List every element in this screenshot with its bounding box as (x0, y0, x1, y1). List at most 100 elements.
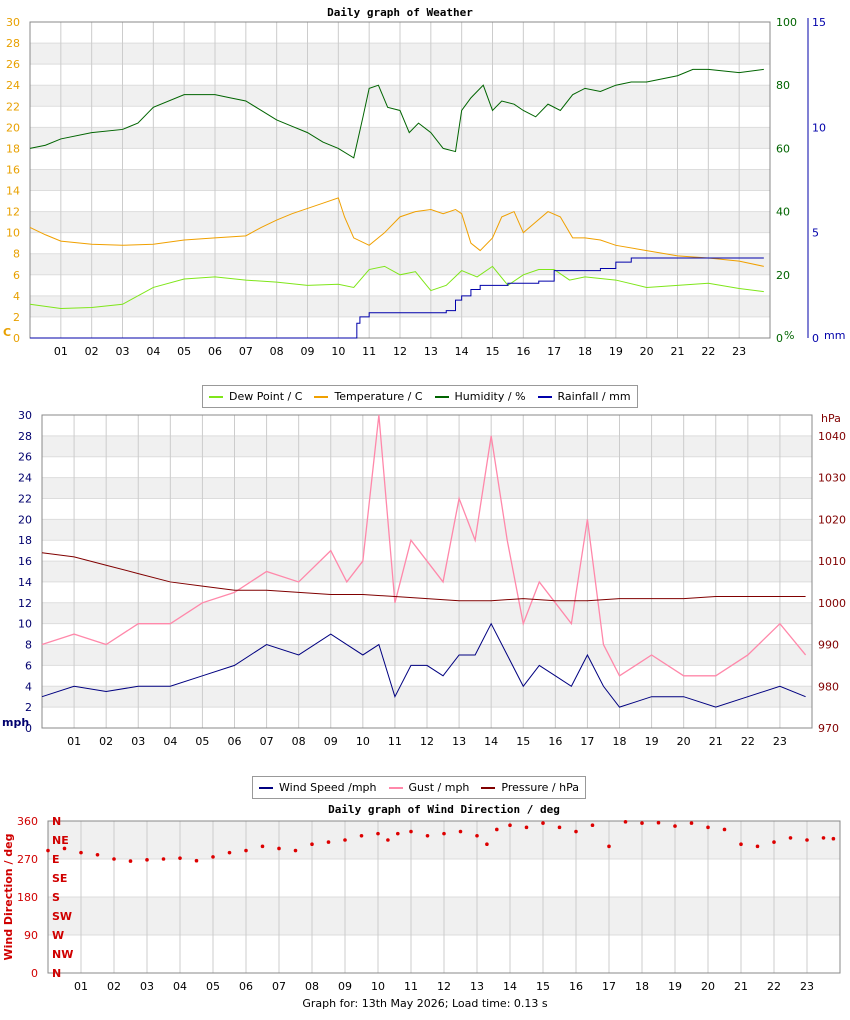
data-point (458, 829, 463, 834)
x-tick-label: 16 (548, 735, 562, 748)
legend-humidity: Humidity / % (434, 390, 526, 403)
y-tick-label-left: 2 (25, 701, 32, 714)
y-axis-label-right: % (784, 329, 794, 342)
y-tick-label-left: 180 (17, 891, 38, 904)
y-tick-label-left: 16 (6, 163, 20, 176)
y-tick-label-left: 270 (17, 853, 38, 866)
y-tick-label-left: 360 (17, 815, 38, 828)
y-tick-label-right: 1030 (818, 472, 846, 485)
x-tick-label: 10 (331, 345, 345, 358)
data-point (211, 855, 215, 859)
data-point (343, 838, 347, 842)
x-tick-label: 09 (324, 735, 338, 748)
x-tick-label: 07 (260, 735, 274, 748)
x-tick-label: 08 (292, 735, 306, 748)
y-tick-label-left: 4 (25, 680, 32, 693)
x-tick-label: 04 (173, 980, 187, 993)
data-point (79, 850, 83, 855)
data-point (640, 821, 644, 825)
x-tick-label: 16 (516, 345, 530, 358)
footer-text: Graph for: 13th May 2026; Load time: 0.1… (302, 997, 548, 1010)
x-tick-label: 21 (671, 345, 685, 358)
y-tick-label-right: 1000 (818, 597, 846, 610)
y-tick-label-right: 1010 (818, 555, 846, 568)
x-tick-label: 05 (195, 735, 209, 748)
y-tick-label-left: 18 (18, 534, 32, 547)
y-tick-label-left: 12 (18, 597, 32, 610)
series-line-humidity (29, 68, 764, 159)
y-tick-label-left: 16 (18, 555, 32, 568)
wind-chart: 01 02 03 04 05 06 07 08 09 10 11 12 13 14 15 16 17 18 19 20… (2, 409, 846, 748)
series-line-pressure-hpa (41, 552, 806, 602)
y-tick-label-left: 24 (6, 79, 20, 92)
y-tick-label-right: 5 (812, 227, 819, 240)
x-tick-label: 06 (239, 980, 253, 993)
data-point (194, 858, 199, 863)
x-tick-label: 04 (146, 345, 160, 358)
x-tick-label: 02 (99, 735, 113, 748)
y-tick-label-right: 1020 (818, 513, 846, 526)
wind-legend: Wind Speed /mph Gust / mph Pressure / hP… (252, 776, 586, 799)
y-tick-label-right: 20 (776, 269, 790, 282)
y-tick-label-right: 15 (812, 16, 826, 29)
plot-frame (47, 820, 841, 974)
x-tick-label: 20 (677, 735, 691, 748)
x-tick-label: 23 (773, 735, 787, 748)
y-tick-label-right: 0 (776, 332, 783, 345)
x-tick-label: 12 (437, 980, 451, 993)
plot-frame (29, 21, 771, 339)
y-tick-label-left: 10 (6, 227, 20, 240)
x-tick-label: 13 (470, 980, 484, 993)
data-point (706, 825, 710, 830)
series-line-rainfall-mm (30, 257, 764, 339)
y-tick-label-left: 26 (6, 58, 20, 71)
x-tick-label: 18 (635, 980, 649, 993)
series-line-wind-speed-mph (41, 622, 806, 708)
x-tick-label: 06 (228, 735, 242, 748)
legend-pressure: Pressure / hPa (481, 781, 579, 794)
data-point (310, 842, 314, 847)
data-point (656, 820, 661, 825)
x-tick-label: 20 (701, 980, 715, 993)
y-tick-label-right: 80 (776, 79, 790, 92)
y-tick-label-left: 22 (6, 100, 20, 113)
x-tick-label: 11 (404, 980, 418, 993)
legend-gust: Gust / mph (388, 781, 469, 794)
x-tick-label: 18 (613, 735, 627, 748)
y-axis-label-left: C (3, 326, 11, 339)
series-line-gust-mph (41, 414, 807, 677)
data-point (831, 836, 836, 841)
data-point (359, 833, 364, 838)
y-tick-label-right: 980 (818, 680, 839, 693)
data-point (495, 827, 499, 832)
data-point (95, 852, 100, 857)
y-tick-label-right: 60 (776, 142, 790, 155)
x-tick-label: 02 (107, 980, 121, 993)
x-tick-label: 12 (393, 345, 407, 358)
x-tick-label: 03 (116, 345, 130, 358)
x-tick-label: 04 (163, 735, 177, 748)
y-tick-label-left: 20 (6, 121, 20, 134)
y-tick-label-right: 100 (776, 16, 797, 29)
x-tick-label: 15 (516, 735, 530, 748)
data-point (128, 859, 133, 863)
y-tick-label-left: 28 (6, 37, 20, 50)
data-point (673, 824, 677, 828)
data-point (805, 838, 809, 842)
y-axis-label-left: mph (2, 716, 29, 729)
data-point (396, 831, 400, 836)
legend-dew-point: Dew Point / C (209, 390, 302, 403)
data-point (260, 844, 265, 849)
compass-label: N (52, 815, 61, 828)
x-tick-label: 17 (580, 735, 594, 748)
data-point (145, 858, 149, 862)
x-tick-label: 09 (338, 980, 352, 993)
y-tick-label-left: 2 (13, 311, 20, 324)
data-point (227, 850, 232, 855)
y-tick-label-left: 14 (18, 576, 32, 589)
x-tick-label: 22 (701, 345, 715, 358)
y-axis-label-right: hPa (821, 412, 841, 425)
x-tick-label: 11 (388, 735, 402, 748)
y-tick-label-left: 6 (13, 269, 20, 282)
data-point (689, 821, 694, 825)
